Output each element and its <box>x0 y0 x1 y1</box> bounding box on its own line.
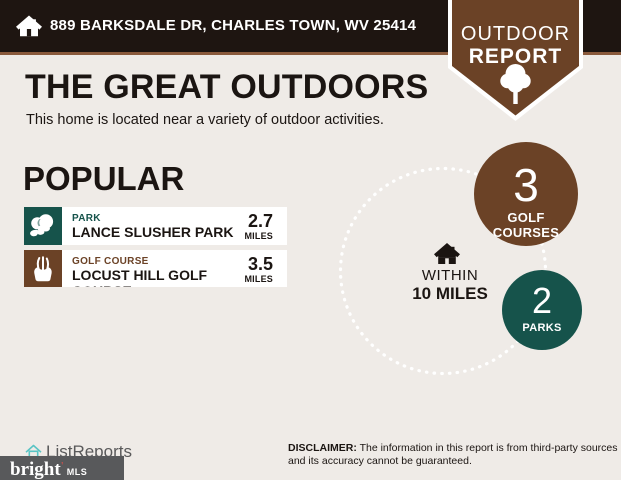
svg-text:OUTDOOR: OUTDOOR <box>461 23 570 45</box>
